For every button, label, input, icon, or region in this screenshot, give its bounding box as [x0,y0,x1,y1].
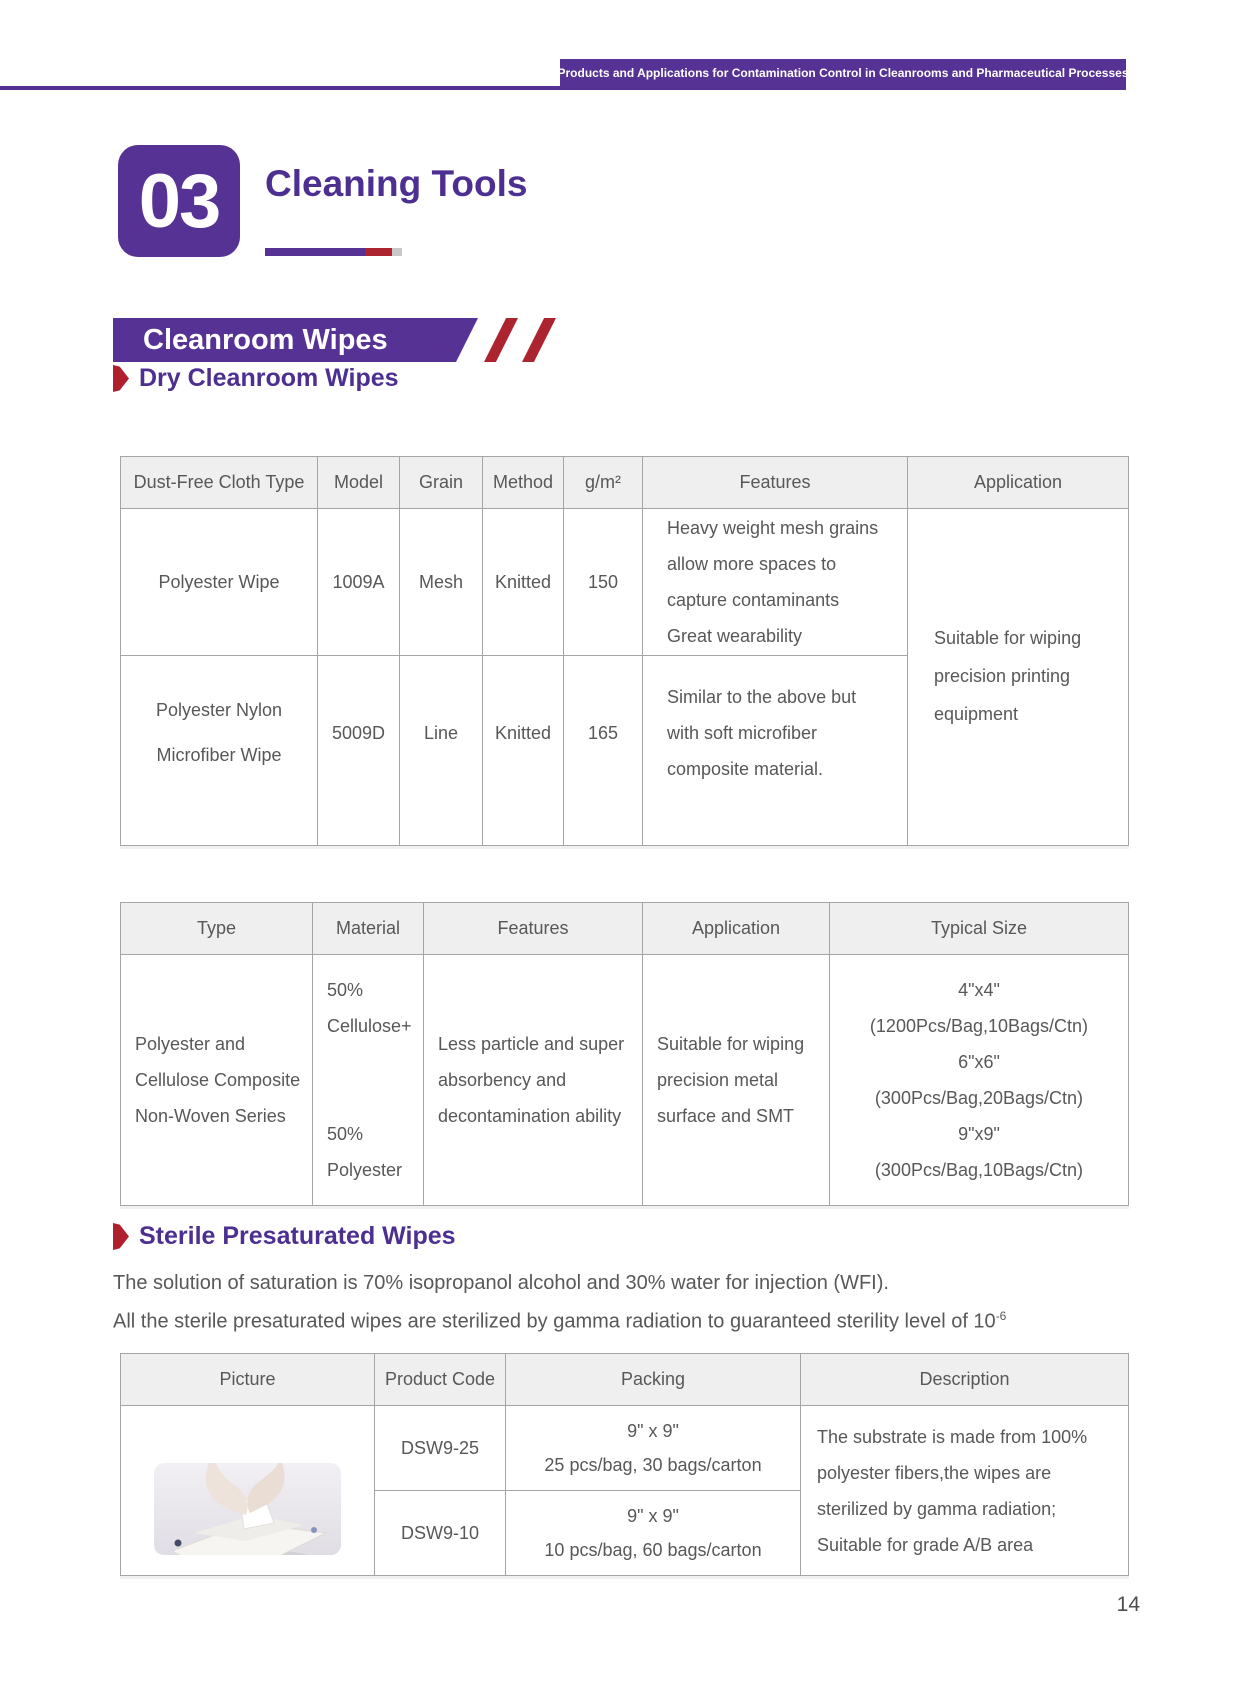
column-header-product-code: Product Code [375,1354,506,1406]
cell-gsm: 150 [564,509,643,656]
cell-product-code: DSW9-10 [375,1491,506,1576]
column-header-cloth-type: Dust-Free Cloth Type [121,457,318,509]
pennant-bullet-icon [113,365,129,392]
column-header-typical-size: Typical Size [830,903,1129,955]
sterility-exponent: -6 [995,1309,1007,1323]
column-header-material: Material [313,903,424,955]
presaturated-wipes-table: Picture Product Code Packing Description [120,1353,1129,1576]
cell-method: Knitted [483,509,564,656]
cell-type: Polyester Wipe [121,509,318,656]
cell-grain: Mesh [400,509,483,656]
column-header-application: Application [908,457,1129,509]
column-header-features: Features [643,457,908,509]
left-gloved-hand [205,1462,248,1515]
cell-product-code: DSW9-25 [375,1406,506,1491]
sterile-intro-line-1: The solution of saturation is 70% isopro… [113,1272,889,1294]
column-header-gsm: g/m² [564,457,643,509]
cell-description-merged: The substrate is made from 100% polyeste… [801,1406,1129,1576]
sterile-wipes-heading: Sterile Presaturated Wipes [113,1222,456,1251]
section-title-underline [265,248,402,256]
dry-wipes-table: Dust-Free Cloth Type Model Grain Method … [120,456,1129,846]
column-header-model: Model [318,457,400,509]
gloved-hands-wipe-package-image [154,1462,341,1555]
sterile-intro-line-2-text: All the sterile presaturated wipes are s… [113,1310,996,1333]
cell-packing: 9" x 9" 25 pcs/bag, 30 bags/carton [506,1406,801,1491]
underline-red-segment [365,248,392,256]
column-header-packing: Packing [506,1354,801,1406]
dry-wipes-heading-label: Dry Cleanroom Wipes [139,364,399,392]
sterile-intro-line-2: All the sterile presaturated wipes are s… [113,1309,1006,1334]
header-banner: Products and Applications for Contaminat… [557,59,1129,86]
right-gloved-hand [247,1462,285,1513]
pennant-bullet-icon [113,1223,129,1250]
column-header-method: Method [483,457,564,509]
cell-type: Polyester Nylon Microfiber Wipe [121,656,318,846]
dry-wipes-heading: Dry Cleanroom Wipes [113,364,399,393]
cell-material: 50% Cellulose+ 50% Polyester [313,955,424,1206]
cell-picture [121,1406,375,1576]
cell-typical-size: 4"x4" (1200Pcs/Bag,10Bags/Ctn) 6"x6" (30… [830,955,1129,1206]
underline-purple-segment [265,248,365,256]
cell-application-merged: Suitable for wiping precision printing e… [908,509,1129,846]
cell-features: Similar to the above but with soft micro… [643,656,908,846]
cell-model: 1009A [318,509,400,656]
column-header-type: Type [121,903,313,955]
banner-stripe-icon [484,318,518,362]
cell-gsm: 165 [564,656,643,846]
section-number: 03 [138,158,222,244]
cell-model: 5009D [318,656,400,846]
cell-features: Less particle and super absorbency and d… [424,955,643,1206]
column-header-features: Features [424,903,643,955]
sterile-wipes-heading-label: Sterile Presaturated Wipes [139,1222,456,1250]
header-rule [0,86,1126,90]
nonwoven-table: Type Material Features Application Typic… [120,902,1129,1206]
column-header-application: Application [643,903,830,955]
section-title: Cleaning Tools [265,163,528,204]
cell-application: Suitable for wiping precision metal surf… [643,955,830,1206]
product-photo [154,1427,341,1555]
cell-grain: Line [400,656,483,846]
column-header-grain: Grain [400,457,483,509]
cell-packing: 9" x 9" 10 pcs/bag, 60 bags/carton [506,1491,801,1576]
section-number-box: 03 [118,145,240,257]
cell-method: Knitted [483,656,564,846]
header-banner-text: Products and Applications for Contaminat… [557,65,1129,80]
banner-stripe-icon [522,318,556,362]
underline-gray-segment [392,248,402,256]
page-number: 14 [1116,1593,1140,1616]
column-header-description: Description [801,1354,1129,1406]
cell-features: Heavy weight mesh grains allow more spac… [643,509,908,656]
cell-type: Polyester and Cellulose Composite Non-Wo… [121,955,313,1206]
cleanroom-wipes-banner: Cleanroom Wipes [113,318,478,362]
column-header-picture: Picture [121,1354,375,1406]
cleanroom-wipes-banner-title: Cleanroom Wipes [143,323,388,356]
